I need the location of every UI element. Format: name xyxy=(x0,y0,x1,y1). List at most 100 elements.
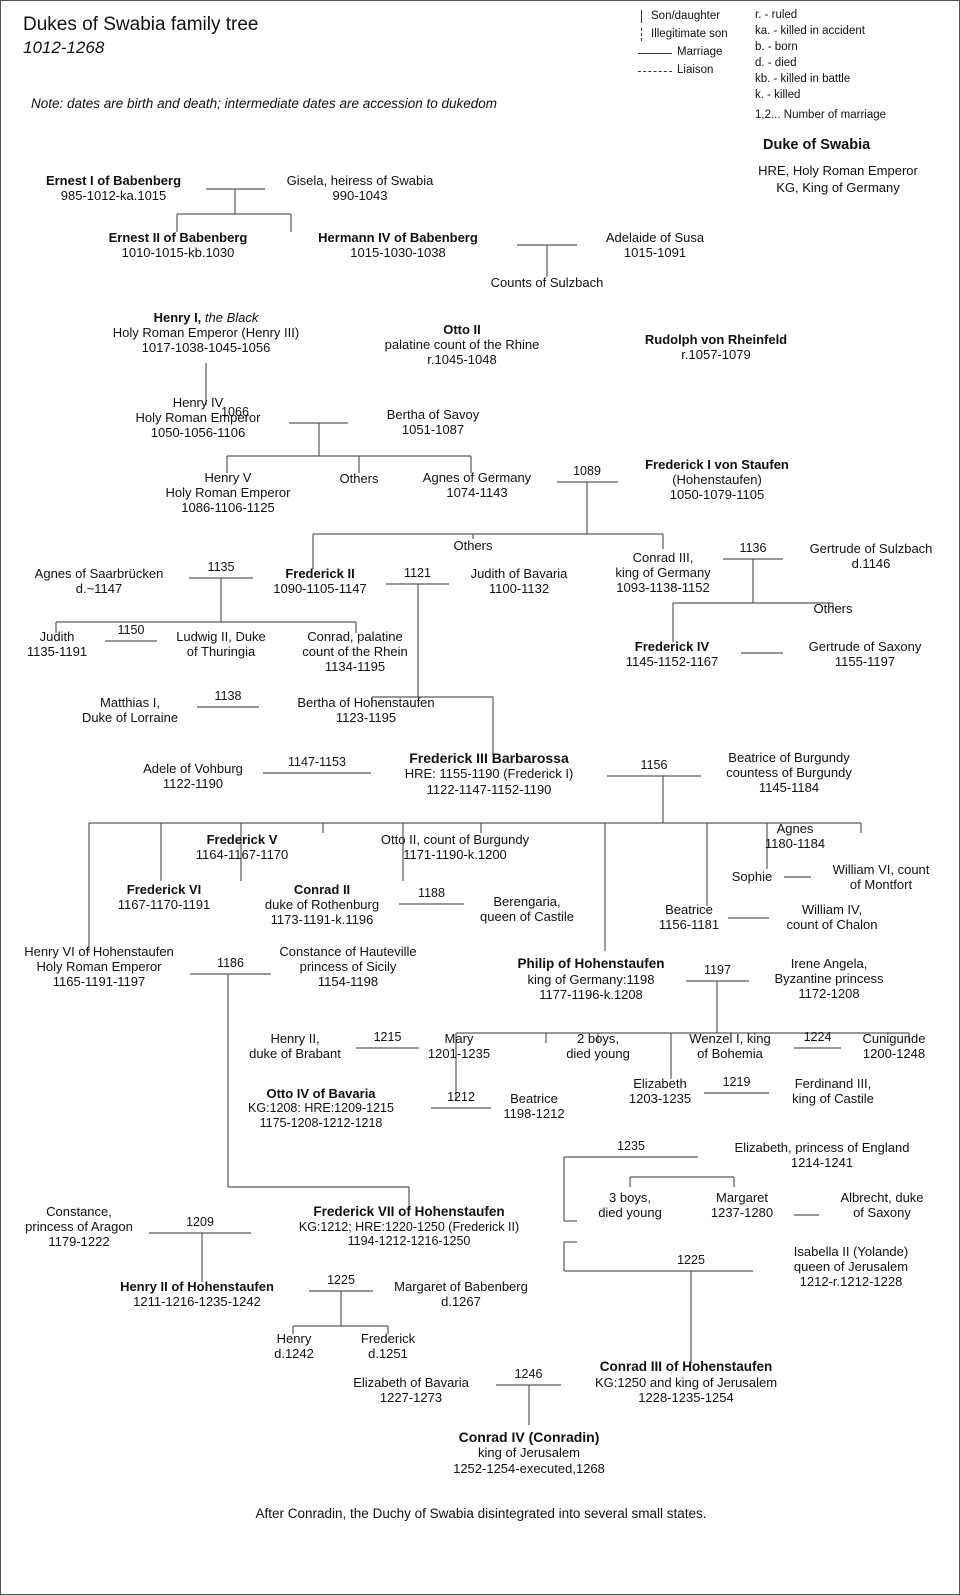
legend-label-illegitimate-son: Illegitimate son xyxy=(651,28,728,40)
person-dates: 1227-1273 xyxy=(379,1390,443,1406)
person-name: Adelaide of Susa xyxy=(605,230,705,245)
person-dates: 1175-1208-1212-1218 xyxy=(259,1115,383,1130)
person-name: 2 boys, xyxy=(577,1031,619,1046)
footer-note: After Conradin, the Duchy of Swabia disi… xyxy=(255,1506,707,1521)
person-name: Conrad II xyxy=(293,882,351,897)
person-hermann-iv-of-babenberg: Hermann IV of Babenberg 1015-1030-1038 xyxy=(291,230,505,260)
person-title: KG:1212; HRE:1220-1250 (Frederick II) xyxy=(298,1219,520,1234)
marriage-year-1066: 1066 xyxy=(221,405,249,419)
person-name: Margaret of Babenberg xyxy=(394,1279,528,1294)
person-otto-ii-palatine: Otto II palatine count of the Rhine r.10… xyxy=(341,322,583,368)
person-dates: 1093-1138-1152 xyxy=(616,580,710,596)
person-dates: d.1267 xyxy=(441,1294,481,1310)
person-cunigunde: Cunigunde 1200-1248 xyxy=(839,1031,949,1061)
person-title: HRE: 1155-1190 (Frederick I) xyxy=(404,766,574,782)
person-dates: r.1045-1048 xyxy=(427,352,497,368)
title-subtitle: 1012-1268 xyxy=(23,37,105,57)
person-title: duke of Rothenburg xyxy=(264,897,380,913)
person-name: Philip of Hohenstaufen xyxy=(517,956,665,971)
person-agnes-1180: Agnes 1180-1184 xyxy=(737,821,853,851)
abbrev-ruled: r. - ruled xyxy=(755,9,798,21)
dashed-horizontal-line-icon xyxy=(638,71,672,72)
legend-row-marriage: Marriage xyxy=(637,45,747,63)
person-name: Otto II, count of Burgundy xyxy=(380,832,530,847)
person-name: Others xyxy=(339,471,379,486)
person-beatrice-of-burgundy: Beatrice of Burgundy countess of Burgund… xyxy=(701,750,877,796)
person-name: Constance, xyxy=(46,1204,112,1219)
person-name: Frederick III Barbarossa xyxy=(409,750,569,766)
person-name: Judith of Bavaria xyxy=(470,566,568,581)
person-ernest-ii-of-babenberg: Ernest II of Babenberg 1010-1015-kb.1030 xyxy=(83,230,273,260)
person-rudolph-von-rheinfeld: Rudolph von Rheinfeld r.1057-1079 xyxy=(601,332,831,362)
person-dates: 1122-1147-1152-1190 xyxy=(426,781,552,797)
person-name: Bertha of Savoy xyxy=(386,407,480,422)
solid-horizontal-line-icon xyxy=(638,53,672,54)
person-name: Conrad IV (Conradin) xyxy=(458,1429,600,1445)
person-name: Others xyxy=(813,601,853,616)
person-name: Isabella II (Yolande) xyxy=(793,1244,909,1259)
person-dates: 1198-1212 xyxy=(503,1106,565,1122)
person-henry-d1242: Henry d.1242 xyxy=(255,1331,333,1361)
person-constance-of-hauteville: Constance of Hauteville princess of Sici… xyxy=(259,944,437,990)
person-title: queen of Jerusalem xyxy=(793,1259,909,1275)
person-frederick-ii: Frederick II 1090-1105-1147 xyxy=(253,566,387,596)
person-henry-vi-of-hohenstaufen: Henry VI of Hohenstaufen Holy Roman Empe… xyxy=(5,944,193,990)
legend-duke-of-swabia: Duke of Swabia xyxy=(763,137,871,153)
abbrev-killed: k. - killed xyxy=(755,89,801,101)
person-name: Adele of Vohburg xyxy=(143,761,243,776)
person-name: Henry VI of Hohenstaufen xyxy=(24,944,174,959)
person-conrad-iii-king-of-germany: Conrad III, king of Germany 1093-1138-11… xyxy=(599,550,727,596)
person-name: Frederick I von Staufen xyxy=(645,457,789,472)
person-name: Rudolph von Rheinfeld xyxy=(644,332,788,347)
person-dates: 1134-1195 xyxy=(324,659,386,675)
person-name: Judith xyxy=(39,629,75,644)
person-name: Henry II, xyxy=(270,1031,320,1046)
person-name: Henry xyxy=(276,1331,312,1346)
person-name: 3 boys, xyxy=(609,1190,651,1205)
person-ferdinand-iii-king-of-castile: Ferdinand III, king of Castile xyxy=(769,1076,897,1106)
person-dates: 1135-1191 xyxy=(26,644,88,660)
marriage-year-1138: 1138 xyxy=(214,689,242,703)
person-bertha-of-hohenstaufen: Bertha of Hohenstaufen 1123-1195 xyxy=(259,695,473,725)
person-dates: 1155-1197 xyxy=(834,654,896,670)
person-name: William IV, xyxy=(801,902,863,917)
legend-label-liaison: Liaison xyxy=(677,64,714,76)
person-elizabeth-1203: Elizabeth 1203-1235 xyxy=(615,1076,705,1106)
person-dates: 1051-1087 xyxy=(401,422,465,438)
person-dates: 1145-1152-1167 xyxy=(625,654,719,670)
person-dates: 1100-1132 xyxy=(488,581,550,597)
person-name: Bertha of Hohenstaufen xyxy=(297,695,435,710)
person-title: queen of Castile xyxy=(480,909,574,925)
person-name: Otto IV of Bavaria xyxy=(266,1086,376,1101)
person-name: Otto II xyxy=(443,322,481,337)
person-henry-v: Henry V Holy Roman Emperor 1086-1106-112… xyxy=(137,470,319,516)
person-title: Holy Roman Emperor (Henry III) xyxy=(112,325,300,341)
person-name: Conrad III of Hohenstaufen xyxy=(599,1359,773,1374)
person-frederick-i-von-staufen: Frederick I von Staufen (Hohenstaufen) 1… xyxy=(618,457,816,503)
person-title: count of Chalon xyxy=(786,917,878,933)
person-gertrude-of-saxony: Gertrude of Saxony 1155-1197 xyxy=(781,639,949,669)
person-irene-angela: Irene Angela, Byzantine princess 1172-12… xyxy=(749,956,909,1002)
legend-row-son-daughter: Son/daughter xyxy=(637,9,747,27)
person-counts-of-sulzbach: Counts of Sulzbach xyxy=(469,275,625,290)
person-name: Agnes of Germany xyxy=(422,470,532,485)
person-dates: 1211-1216-1235-1242 xyxy=(133,1294,261,1310)
person-albrecht-duke-of-saxony: Albrecht, duke of Saxony xyxy=(815,1190,949,1220)
person-constance-princess-of-aragon: Constance, princess of Aragon 1179-1222 xyxy=(7,1204,151,1250)
person-name: Mary xyxy=(444,1031,474,1046)
legend-abbreviations: r. - ruled ka. - killed in accident b. -… xyxy=(755,9,865,105)
marriage-year-1215: 1215 xyxy=(373,1030,402,1044)
person-name: Constance of Hauteville xyxy=(279,944,417,959)
person-others-2: Others xyxy=(435,538,511,553)
person-isabella-ii-yolande: Isabella II (Yolande) queen of Jerusalem… xyxy=(753,1244,949,1290)
person-sophie: Sophie xyxy=(719,869,785,884)
person-dates: 1252-1254-executed,1268 xyxy=(453,1460,605,1476)
person-name: Albrecht, duke xyxy=(840,1190,924,1205)
marriage-year-1235: 1235 xyxy=(617,1139,645,1153)
person-ludwig-ii-duke-of-thuringia: Ludwig II, Duke of Thuringia xyxy=(157,629,285,659)
person-william-vi-count-of-montfort: William VI, count of Montfort xyxy=(811,862,951,892)
person-dates: 1010-1015-kb.1030 xyxy=(121,245,235,261)
person-name: Elizabeth of Bavaria xyxy=(353,1375,469,1390)
person-name: Henry V xyxy=(204,470,252,485)
